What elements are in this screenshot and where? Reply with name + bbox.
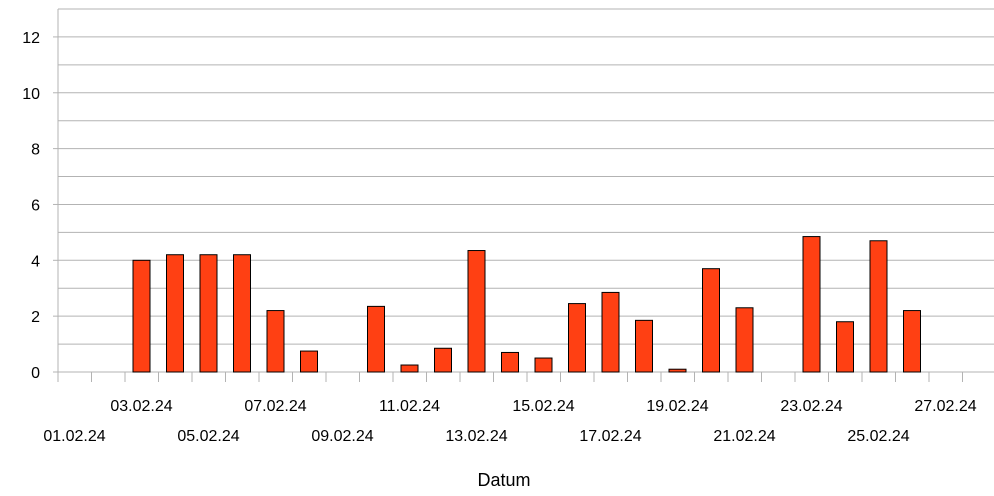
y-tick-label: 6	[31, 197, 40, 214]
x-tick-label: 15.02.24	[512, 398, 574, 415]
bar	[367, 305, 385, 373]
x-tick-labels: 03.02.24 07.02.24 11.02.24 15.02.24 19.02.24…	[43, 398, 976, 445]
x-tick-label: 09.02.24	[311, 428, 373, 445]
x-tick-label: 25.02.24	[847, 428, 909, 445]
y-tick-label: 2	[31, 309, 40, 326]
y-tick-label: 8	[31, 142, 40, 159]
bar	[233, 254, 251, 373]
bar	[568, 303, 586, 373]
bar	[434, 347, 452, 373]
bar	[300, 350, 318, 373]
y-tick-label: 0	[31, 365, 40, 382]
bar	[668, 368, 687, 373]
x-axis-title: Datum	[477, 470, 530, 490]
bar	[467, 250, 486, 373]
bar	[635, 319, 653, 373]
bar	[166, 254, 184, 373]
y-tick-label: 10	[22, 86, 40, 103]
y-tick-label: 12	[22, 30, 40, 47]
x-tick-label: 07.02.24	[244, 398, 306, 415]
bars	[132, 236, 921, 373]
bar	[400, 364, 419, 373]
y-tick-label: 4	[31, 253, 40, 270]
bar	[199, 254, 218, 373]
x-tick-label: 01.02.24	[43, 428, 105, 445]
axes	[53, 9, 963, 382]
bar	[501, 351, 519, 373]
x-tick-label: 27.02.24	[914, 398, 976, 415]
x-tick-label: 13.02.24	[445, 428, 507, 445]
y-tick-labels: 0 2 4 6 8 10 12	[22, 30, 40, 382]
bar	[903, 310, 921, 373]
bar	[601, 291, 620, 373]
bar	[702, 268, 720, 373]
bar	[735, 307, 754, 373]
gridlines	[58, 8, 994, 373]
bar	[836, 321, 854, 373]
bar	[132, 259, 151, 373]
x-tick-label: 05.02.24	[177, 428, 239, 445]
bar	[266, 310, 285, 373]
x-tick-label: 11.02.24	[379, 398, 440, 415]
bar	[534, 357, 553, 373]
bar	[869, 240, 888, 373]
x-tick-label: 21.02.24	[713, 428, 775, 445]
x-tick-label: 23.02.24	[780, 398, 842, 415]
bar	[802, 236, 821, 373]
x-tick-label: 17.02.24	[579, 428, 641, 445]
x-tick-label: 03.02.24	[110, 398, 172, 415]
x-tick-label: 19.02.24	[646, 398, 708, 415]
